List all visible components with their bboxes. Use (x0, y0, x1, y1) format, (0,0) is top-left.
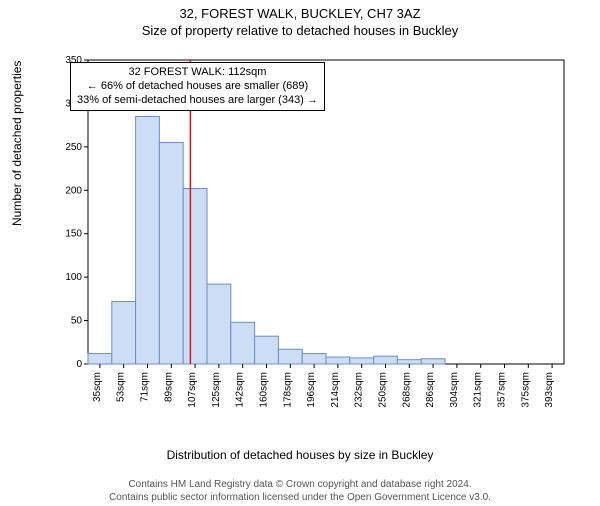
svg-text:71sqm: 71sqm (140, 372, 151, 402)
x-axis-label: Distribution of detached houses by size … (0, 448, 600, 462)
svg-text:268sqm: 268sqm (401, 372, 412, 408)
svg-text:200: 200 (65, 185, 82, 196)
svg-text:393sqm: 393sqm (544, 372, 555, 408)
svg-text:286sqm: 286sqm (425, 372, 436, 408)
svg-text:53sqm: 53sqm (116, 372, 127, 402)
svg-text:214sqm: 214sqm (330, 372, 341, 408)
annotation-box: 32 FOREST WALK: 112sqm ← 66% of detached… (70, 62, 325, 111)
chart-title-sub: Size of property relative to detached ho… (0, 23, 600, 38)
y-axis-label: Number of detached properties (10, 61, 24, 226)
svg-text:89sqm: 89sqm (163, 372, 174, 402)
svg-text:107sqm: 107sqm (187, 372, 198, 408)
svg-text:196sqm: 196sqm (306, 372, 317, 408)
svg-text:250sqm: 250sqm (378, 372, 389, 408)
svg-text:375sqm: 375sqm (520, 372, 531, 408)
annotation-line3: 33% of semi-detached houses are larger (… (77, 94, 318, 108)
svg-text:0: 0 (76, 359, 82, 370)
chart-title-main: 32, FOREST WALK, BUCKLEY, CH7 3AZ (0, 6, 600, 21)
annotation-line1: 32 FOREST WALK: 112sqm (77, 66, 318, 80)
svg-text:160sqm: 160sqm (259, 372, 270, 408)
annotation-line2: ← 66% of detached houses are smaller (68… (77, 80, 318, 94)
svg-text:150: 150 (65, 229, 82, 240)
footer-attribution: Contains HM Land Registry data © Crown c… (0, 478, 600, 504)
svg-text:125sqm: 125sqm (211, 372, 222, 408)
svg-text:142sqm: 142sqm (235, 372, 246, 408)
svg-text:250: 250 (65, 142, 82, 153)
svg-text:100: 100 (65, 272, 82, 283)
footer-line1: Contains HM Land Registry data © Crown c… (0, 478, 600, 491)
svg-text:232sqm: 232sqm (354, 372, 365, 408)
svg-text:357sqm: 357sqm (497, 372, 508, 408)
svg-text:304sqm: 304sqm (449, 372, 460, 408)
svg-text:321sqm: 321sqm (473, 372, 484, 408)
svg-text:35sqm: 35sqm (92, 372, 103, 402)
svg-text:178sqm: 178sqm (282, 372, 293, 408)
svg-text:50: 50 (71, 316, 83, 327)
footer-line2: Contains public sector information licen… (0, 491, 600, 504)
